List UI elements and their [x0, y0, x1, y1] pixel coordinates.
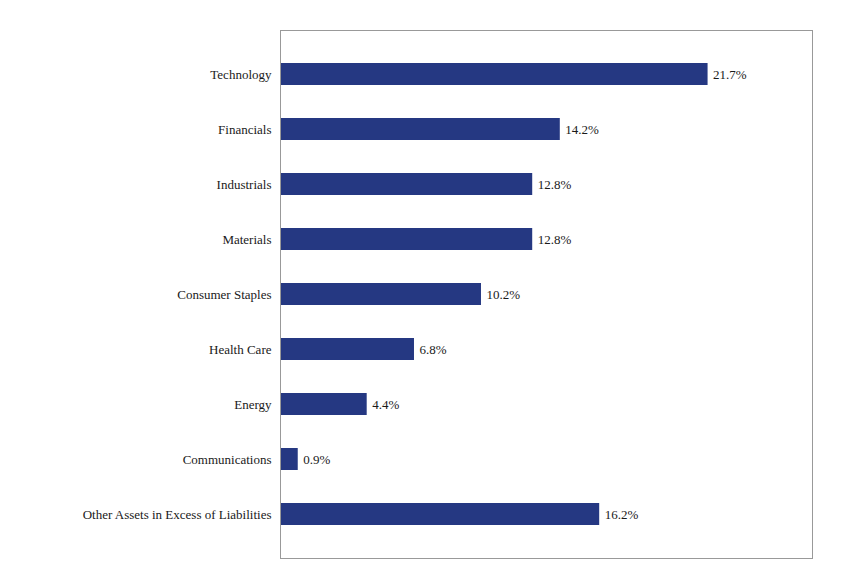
svg-text:16.2%: 16.2%	[605, 507, 639, 522]
svg-text:12.8%: 12.8%	[538, 177, 572, 192]
svg-text:Energy: Energy	[234, 397, 272, 412]
svg-text:Consumer Staples: Consumer Staples	[177, 287, 271, 302]
svg-text:21.7%: 21.7%	[713, 67, 747, 82]
svg-text:Health Care: Health Care	[209, 342, 272, 357]
svg-text:Communications: Communications	[183, 452, 272, 467]
svg-text:4.4%: 4.4%	[372, 397, 399, 412]
svg-text:Other Assets in Excess of Liab: Other Assets in Excess of Liabilities	[83, 507, 272, 522]
svg-text:6.8%: 6.8%	[419, 342, 446, 357]
svg-text:14.2%: 14.2%	[565, 122, 599, 137]
svg-text:12.8%: 12.8%	[538, 232, 572, 247]
svg-text:Industrials: Industrials	[217, 177, 272, 192]
svg-text:10.2%: 10.2%	[486, 287, 520, 302]
svg-text:Materials: Materials	[222, 232, 271, 247]
svg-text:Technology: Technology	[210, 67, 272, 82]
svg-text:0.9%: 0.9%	[303, 452, 330, 467]
svg-text:Financials: Financials	[218, 122, 271, 137]
